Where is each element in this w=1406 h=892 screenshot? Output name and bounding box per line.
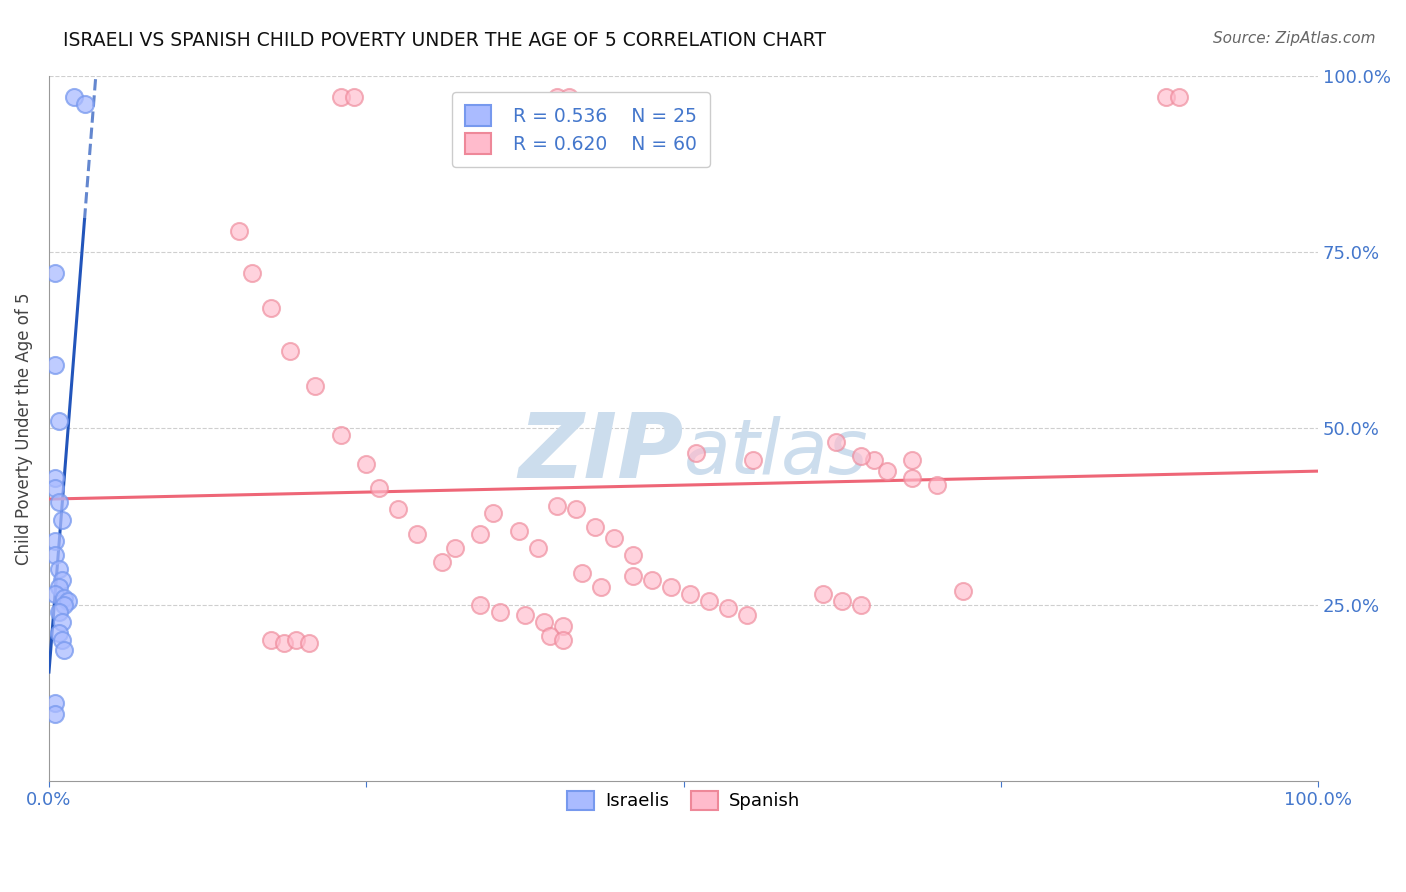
Point xyxy=(621,548,644,562)
Point xyxy=(551,619,574,633)
Point xyxy=(603,531,626,545)
Point xyxy=(558,89,581,103)
Point xyxy=(48,580,70,594)
Point xyxy=(48,495,70,509)
Point xyxy=(851,598,873,612)
Legend: Israelis, Spanish: Israelis, Spanish xyxy=(553,776,814,825)
Point xyxy=(538,629,561,643)
Point xyxy=(44,358,66,372)
Point xyxy=(513,608,536,623)
Point xyxy=(901,470,924,484)
Point xyxy=(44,481,66,495)
Point xyxy=(508,524,530,538)
Point xyxy=(551,632,574,647)
Point xyxy=(621,569,644,583)
Point xyxy=(342,89,364,103)
Point xyxy=(952,583,974,598)
Point xyxy=(685,446,707,460)
Point xyxy=(44,548,66,562)
Point xyxy=(273,636,295,650)
Point xyxy=(368,481,391,495)
Point xyxy=(482,506,505,520)
Text: ZIP: ZIP xyxy=(519,409,683,497)
Point xyxy=(48,605,70,619)
Point xyxy=(51,615,73,630)
Point xyxy=(44,697,66,711)
Point xyxy=(1154,89,1177,103)
Point xyxy=(53,598,76,612)
Point xyxy=(659,580,682,594)
Point xyxy=(811,587,834,601)
Point xyxy=(304,379,326,393)
Point xyxy=(824,435,846,450)
Point xyxy=(546,89,568,103)
Point xyxy=(53,643,76,657)
Point xyxy=(526,541,548,556)
Point xyxy=(717,601,740,615)
Point xyxy=(285,632,308,647)
Point xyxy=(901,453,924,467)
Point xyxy=(470,527,492,541)
Point xyxy=(1167,89,1189,103)
Point xyxy=(56,594,79,608)
Point xyxy=(48,562,70,576)
Point xyxy=(260,632,283,647)
Point xyxy=(44,266,66,280)
Point xyxy=(564,502,586,516)
Point xyxy=(406,527,429,541)
Point xyxy=(697,594,720,608)
Point xyxy=(546,499,568,513)
Point xyxy=(876,464,898,478)
Point xyxy=(51,573,73,587)
Point xyxy=(387,502,409,516)
Point xyxy=(742,453,765,467)
Point xyxy=(329,428,352,442)
Point xyxy=(44,534,66,549)
Point xyxy=(53,591,76,605)
Point xyxy=(48,625,70,640)
Point xyxy=(679,587,702,601)
Point xyxy=(470,598,492,612)
Point xyxy=(863,453,886,467)
Point xyxy=(51,632,73,647)
Point xyxy=(278,343,301,358)
Point xyxy=(735,608,758,623)
Point xyxy=(329,89,352,103)
Point xyxy=(356,457,378,471)
Point xyxy=(533,615,555,630)
Point xyxy=(444,541,467,556)
Point xyxy=(298,636,321,650)
Point xyxy=(44,470,66,484)
Point xyxy=(63,89,86,103)
Point xyxy=(432,555,454,569)
Point xyxy=(228,224,250,238)
Y-axis label: Child Poverty Under the Age of 5: Child Poverty Under the Age of 5 xyxy=(15,292,32,565)
Point xyxy=(44,706,66,721)
Text: Source: ZipAtlas.com: Source: ZipAtlas.com xyxy=(1212,31,1375,46)
Point xyxy=(488,605,510,619)
Text: atlas: atlas xyxy=(683,416,868,490)
Point xyxy=(51,513,73,527)
Point xyxy=(48,414,70,428)
Point xyxy=(583,520,606,534)
Point xyxy=(73,96,96,111)
Text: ISRAELI VS SPANISH CHILD POVERTY UNDER THE AGE OF 5 CORRELATION CHART: ISRAELI VS SPANISH CHILD POVERTY UNDER T… xyxy=(63,31,827,50)
Point xyxy=(851,450,873,464)
Point xyxy=(260,301,283,316)
Point xyxy=(240,266,263,280)
Point xyxy=(44,587,66,601)
Point xyxy=(589,580,612,594)
Point xyxy=(927,477,949,491)
Point xyxy=(831,594,853,608)
Point xyxy=(571,566,593,580)
Point xyxy=(641,573,664,587)
